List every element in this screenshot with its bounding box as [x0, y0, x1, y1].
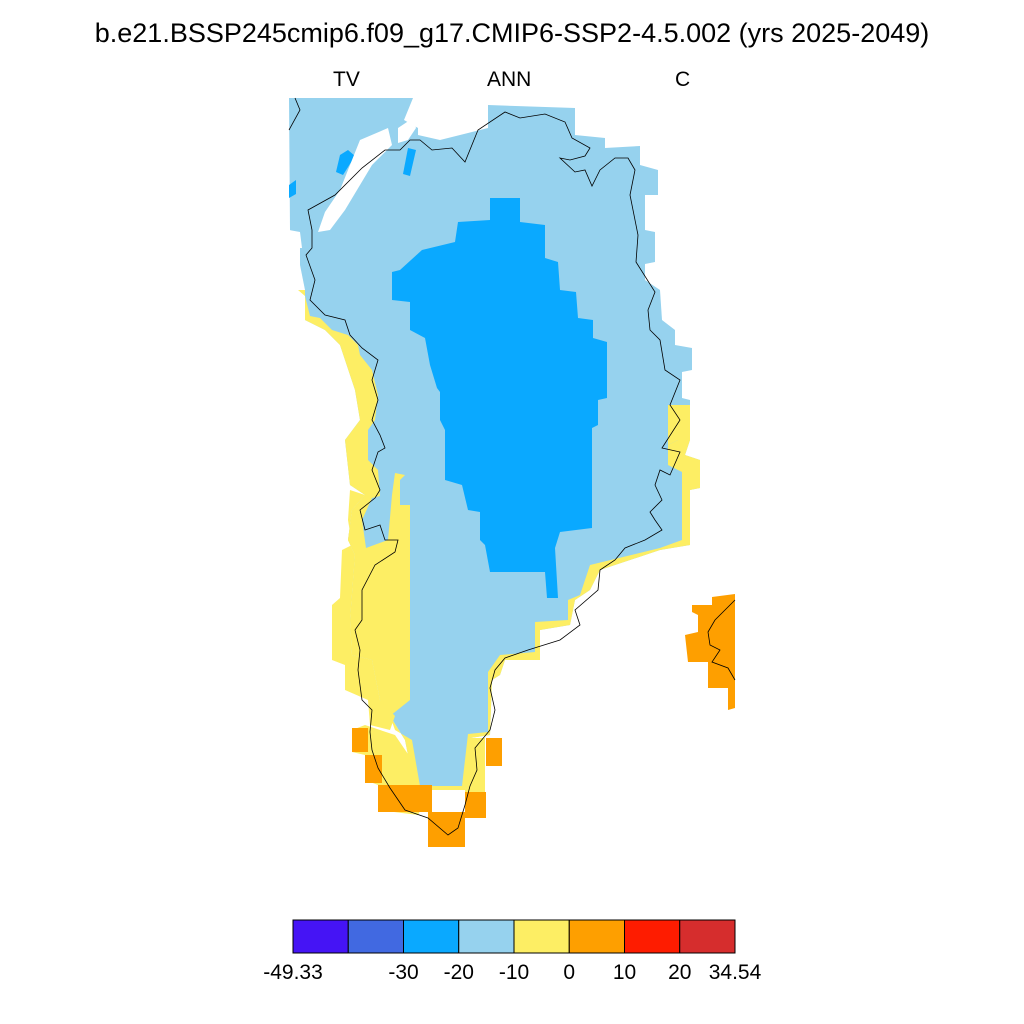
- subtitle-variable: TV: [333, 68, 360, 91]
- colorbar-label-2: -20: [443, 961, 474, 984]
- map-region-orange-south-3: [378, 785, 432, 812]
- map-region-orange-south-6: [486, 738, 502, 766]
- colorbar-box-0: [292, 919, 349, 954]
- colorbar-box-4: [513, 919, 570, 954]
- map-region-orange-south-4: [428, 812, 465, 847]
- map-water-gap-2: [398, 118, 416, 143]
- coastline-iceland: [707, 599, 736, 681]
- map-water-gap-1: [318, 128, 392, 232]
- map-region-yellow-west: [298, 290, 700, 790]
- map-region-orange-south: [352, 728, 368, 752]
- colorbar-label-3: -10: [498, 961, 530, 984]
- map-region-blue-speck-3: [289, 180, 296, 198]
- coastline-north-inlet: [288, 97, 301, 131]
- colorbar-label-0: -49.33: [263, 961, 323, 984]
- map-region-orange-iceland: [685, 594, 735, 710]
- colorbar-box-7: [679, 919, 736, 954]
- colorbar-label-7: 34.54: [708, 961, 762, 984]
- map-region-blue: [392, 198, 607, 598]
- map-region-orange-south-2: [365, 755, 382, 783]
- colorbar-box-2: [403, 919, 460, 954]
- map-water-gap-3: [289, 230, 302, 248]
- subtitle-units: C: [675, 68, 691, 91]
- subtitle-season: ANN: [487, 68, 532, 91]
- coastline: [288, 97, 736, 836]
- colorbar-box-6: [624, 919, 681, 954]
- colorbar-label-1: -30: [388, 961, 419, 984]
- map-region-yellow-inner: [332, 490, 395, 730]
- colorbar-box-3: [458, 919, 515, 954]
- plot-title: b.e21.BSSP245cmip6.f09_g17.CMIP6-SSP2-4.…: [94, 18, 930, 48]
- map-region-orange-south-5: [465, 792, 486, 818]
- colorbar-label-6: 20: [668, 961, 692, 984]
- colorbar-box-5: [568, 919, 625, 954]
- colorbar-label-4: 0: [563, 961, 576, 984]
- colorbar-box-1: [347, 919, 404, 954]
- map-region-blue-speck-2: [403, 148, 416, 176]
- colorbar-label-5: 10: [612, 961, 637, 984]
- map-region-blue-speck-1: [336, 150, 355, 175]
- coastline-greenland: [305, 111, 681, 836]
